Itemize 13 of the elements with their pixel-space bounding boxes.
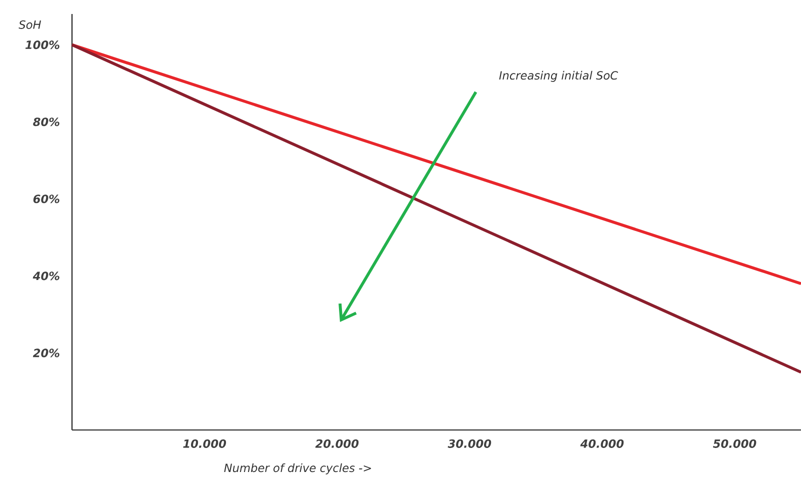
y-tick-label: 60% — [33, 194, 60, 204]
y-tick-label: 40% — [32, 272, 60, 280]
y-axis-title: SoH — [18, 20, 41, 29]
x-axis-title: Number of drive cycles -> — [224, 463, 371, 474]
x-tick-label: 30.000 — [448, 439, 492, 448]
annotation: Increasing initial SoC — [499, 70, 618, 82]
x-tick-label: 20.000 — [315, 439, 359, 448]
x-tick-label: 50.000 — [712, 439, 756, 448]
x-tick-label: 40.000 — [580, 439, 624, 448]
y-tick-label: 80% — [33, 118, 60, 126]
x-tick-label: 10.000 — [183, 439, 226, 448]
y-tick-label: 20% — [32, 348, 60, 358]
y-tick-label: 100% — [25, 40, 60, 50]
